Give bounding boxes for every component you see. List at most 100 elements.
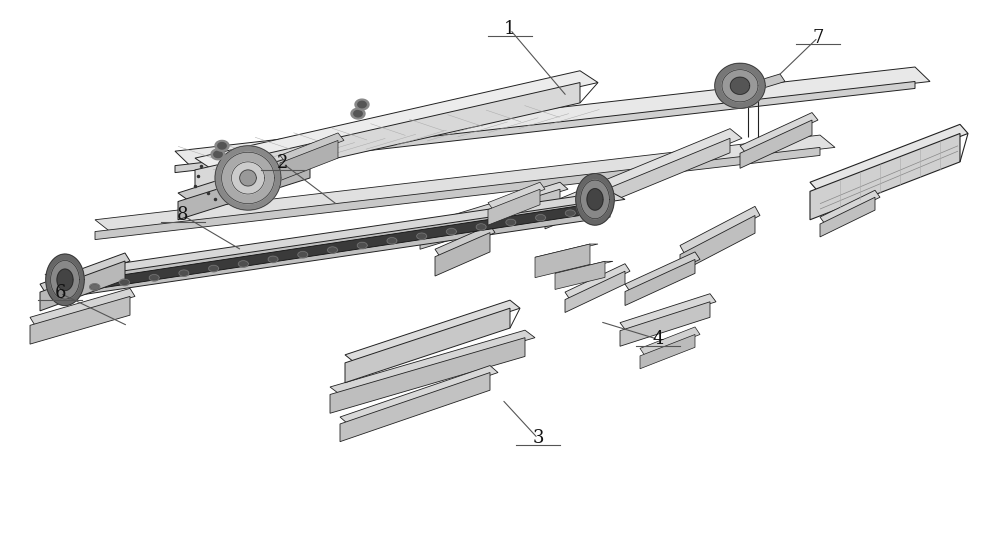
Polygon shape <box>218 143 226 149</box>
Polygon shape <box>149 274 159 281</box>
Polygon shape <box>625 252 700 292</box>
Polygon shape <box>30 288 135 325</box>
Polygon shape <box>95 135 835 232</box>
Polygon shape <box>680 215 755 272</box>
Polygon shape <box>435 225 495 257</box>
Polygon shape <box>215 146 281 210</box>
Polygon shape <box>435 233 490 276</box>
Polygon shape <box>215 140 229 151</box>
Polygon shape <box>810 133 960 220</box>
Polygon shape <box>580 83 598 103</box>
Polygon shape <box>715 63 765 108</box>
Text: 3: 3 <box>532 429 544 448</box>
Polygon shape <box>740 120 812 168</box>
Polygon shape <box>214 151 222 158</box>
Polygon shape <box>30 296 130 344</box>
Polygon shape <box>40 253 130 292</box>
Polygon shape <box>581 180 609 219</box>
Polygon shape <box>587 189 603 210</box>
Polygon shape <box>535 244 590 278</box>
Polygon shape <box>120 279 129 286</box>
Text: 7: 7 <box>812 28 824 47</box>
Polygon shape <box>555 262 605 289</box>
Polygon shape <box>535 244 598 257</box>
Polygon shape <box>510 308 520 328</box>
Polygon shape <box>345 308 510 383</box>
Polygon shape <box>820 190 880 224</box>
Text: 4: 4 <box>652 330 664 348</box>
Polygon shape <box>175 81 915 173</box>
Polygon shape <box>222 152 274 204</box>
Polygon shape <box>330 330 535 394</box>
Polygon shape <box>640 334 695 369</box>
Polygon shape <box>358 101 366 108</box>
Polygon shape <box>420 189 560 249</box>
Text: 2: 2 <box>277 154 289 173</box>
Polygon shape <box>340 373 490 442</box>
Polygon shape <box>225 159 268 175</box>
Polygon shape <box>565 271 625 312</box>
Polygon shape <box>545 129 742 214</box>
Polygon shape <box>280 140 338 181</box>
Polygon shape <box>576 174 614 225</box>
Polygon shape <box>340 366 498 424</box>
Polygon shape <box>680 206 760 255</box>
Polygon shape <box>209 265 219 272</box>
Polygon shape <box>60 288 70 295</box>
Polygon shape <box>280 133 344 163</box>
Polygon shape <box>387 237 397 244</box>
Polygon shape <box>722 70 758 102</box>
Polygon shape <box>740 113 818 153</box>
Polygon shape <box>225 164 262 188</box>
Polygon shape <box>330 338 525 413</box>
Polygon shape <box>51 260 79 299</box>
Text: 6: 6 <box>54 284 66 302</box>
Polygon shape <box>345 300 520 363</box>
Polygon shape <box>95 147 820 240</box>
Polygon shape <box>328 247 338 253</box>
Polygon shape <box>446 228 456 235</box>
Polygon shape <box>45 191 625 282</box>
Polygon shape <box>179 270 189 277</box>
Polygon shape <box>565 264 630 300</box>
Polygon shape <box>355 99 369 110</box>
Polygon shape <box>536 214 546 221</box>
Polygon shape <box>555 262 613 273</box>
Polygon shape <box>354 110 362 117</box>
Polygon shape <box>820 197 875 237</box>
Polygon shape <box>620 302 710 346</box>
Polygon shape <box>232 162 264 194</box>
Polygon shape <box>211 149 225 160</box>
Polygon shape <box>620 294 716 331</box>
Polygon shape <box>55 203 612 293</box>
Polygon shape <box>640 327 700 356</box>
Polygon shape <box>238 260 248 267</box>
Polygon shape <box>810 124 968 191</box>
Polygon shape <box>476 224 486 230</box>
Polygon shape <box>730 77 750 94</box>
Polygon shape <box>45 199 610 300</box>
Polygon shape <box>960 133 968 162</box>
Polygon shape <box>488 182 545 210</box>
Polygon shape <box>625 259 695 306</box>
Polygon shape <box>195 83 580 190</box>
Text: 1: 1 <box>504 20 516 39</box>
Text: 8: 8 <box>177 206 189 225</box>
Polygon shape <box>720 74 785 100</box>
Polygon shape <box>268 256 278 263</box>
Polygon shape <box>357 242 367 249</box>
Polygon shape <box>178 151 322 202</box>
Polygon shape <box>46 254 84 306</box>
Polygon shape <box>420 182 568 232</box>
Polygon shape <box>178 160 310 220</box>
Polygon shape <box>417 233 427 240</box>
Polygon shape <box>545 138 730 229</box>
Polygon shape <box>175 67 930 166</box>
Polygon shape <box>90 284 100 290</box>
Polygon shape <box>506 219 516 226</box>
Polygon shape <box>298 251 308 258</box>
Polygon shape <box>565 210 575 217</box>
Polygon shape <box>195 71 598 170</box>
Polygon shape <box>351 108 365 119</box>
Polygon shape <box>57 269 73 291</box>
